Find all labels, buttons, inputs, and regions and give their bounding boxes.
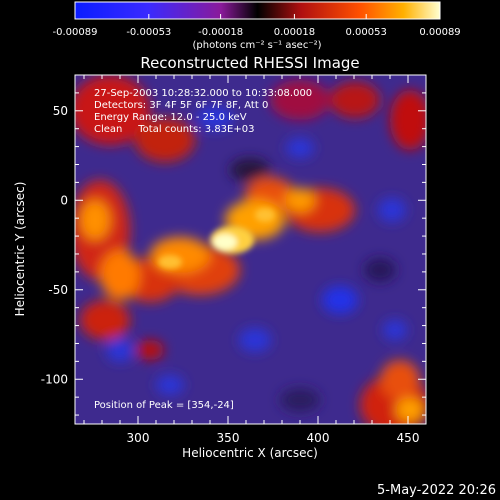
heatmap-image	[75, 75, 426, 424]
annotation-counts: Clean Total counts: 3.83E+03	[94, 124, 254, 135]
colorbar-tick-label: 0.00089	[419, 27, 460, 38]
chart-title: Reconstructed RHESSI Image	[140, 54, 359, 72]
plot-frame	[74, 74, 427, 425]
colorbar-tick-label: 0.00053	[346, 27, 387, 38]
peak-position-label: Position of Peak = [354,-24]	[94, 400, 234, 411]
annotation-detectors: Detectors: 3F 4F 5F 6F 7F 8F, Att 0	[94, 100, 268, 111]
x-tick-label: 350	[217, 431, 240, 445]
y-axis-label: Heliocentric Y (arcsec)	[13, 182, 27, 317]
x-tick-label: 400	[307, 431, 330, 445]
y-tick-label: -50	[48, 283, 68, 297]
colorbar-tick-label: -0.00089	[53, 27, 98, 38]
colorbar	[74, 1, 441, 20]
y-tick-label: 50	[53, 104, 68, 118]
annotation-energy: Energy Range: 12.0 - 25.0 keV	[94, 112, 247, 123]
colorbar-ticks: -0.00089 -0.00053 -0.00018 0.00018 0.00053 0.…	[53, 14, 461, 38]
colorbar-tick-label: -0.00018	[198, 27, 243, 38]
x-axis-label: Heliocentric X (arcsec)	[182, 446, 318, 460]
y-tick-label: 0	[60, 193, 68, 207]
colorbar-tick-label: 0.00018	[274, 27, 315, 38]
annotation-time: 27-Sep-2003 10:28:32.000 to 10:33:08.000	[94, 88, 312, 99]
info-annotations: 27-Sep-2003 10:28:32.000 to 10:33:08.000…	[94, 88, 312, 135]
colorbar-units: (photons cm⁻² s⁻¹ asec⁻²)	[192, 40, 321, 51]
y-tick-label: -100	[41, 372, 68, 386]
date-stamp: 5-May-2022 20:26	[377, 483, 496, 498]
x-tick-label: 450	[397, 431, 420, 445]
colorbar-tick-label: -0.00053	[126, 27, 171, 38]
x-tick-label: 300	[127, 431, 150, 445]
